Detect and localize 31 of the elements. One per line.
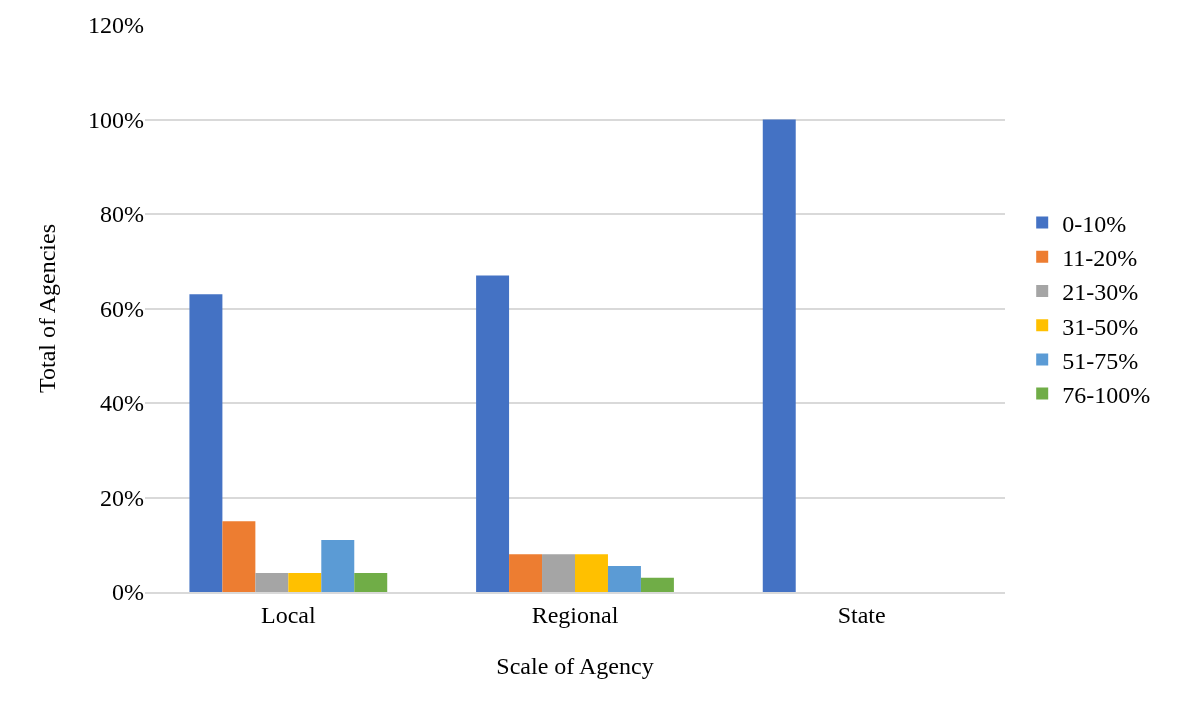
y-tick-label: 0% xyxy=(112,579,144,606)
legend-label: 51-75% xyxy=(1062,347,1139,374)
legend-label: 0-10% xyxy=(1062,210,1127,237)
bar xyxy=(222,521,256,592)
y-tick-label: 100% xyxy=(88,106,144,133)
bar xyxy=(542,554,575,592)
legend-label: 76-100% xyxy=(1062,381,1151,408)
x-axis-title: Scale of Agency xyxy=(496,652,654,679)
y-axis-title: Total of Agencies xyxy=(34,224,61,393)
y-tick-label: 40% xyxy=(100,390,144,417)
bar xyxy=(354,573,388,592)
bar xyxy=(762,119,796,592)
x-tick-label: Local xyxy=(261,601,316,628)
bar xyxy=(255,573,289,592)
y-tick-label: 120% xyxy=(88,12,144,39)
bar xyxy=(476,275,510,592)
bar xyxy=(189,294,223,592)
bar xyxy=(321,540,355,592)
bar xyxy=(607,566,641,592)
y-tick-label: 60% xyxy=(100,295,144,322)
x-tick-label: Regional xyxy=(531,601,619,628)
legend-label: 21-30% xyxy=(1062,279,1139,306)
bar xyxy=(509,554,543,592)
legend-label: 31-50% xyxy=(1062,313,1139,340)
bar xyxy=(640,577,674,592)
bar xyxy=(575,554,608,592)
x-tick-label: State xyxy=(837,601,886,628)
y-tick-label: 80% xyxy=(100,201,144,228)
bar xyxy=(288,573,322,592)
legend-label: 11-20% xyxy=(1062,245,1138,272)
y-tick-label: 20% xyxy=(100,484,144,511)
